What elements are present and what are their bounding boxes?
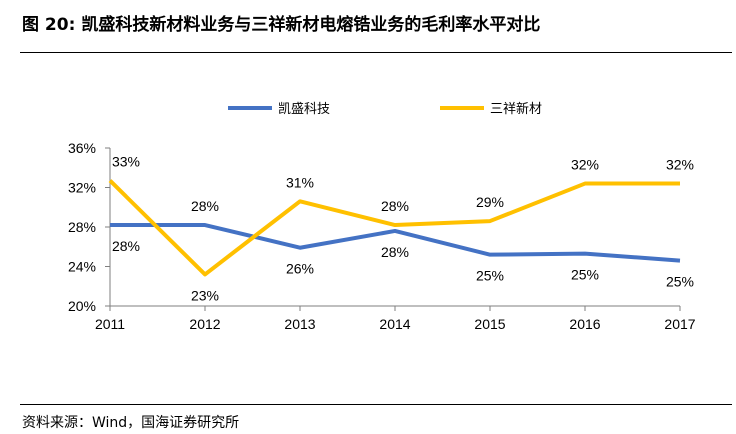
data-label: 33% xyxy=(112,154,140,170)
data-label: 25% xyxy=(571,267,599,283)
data-label: 32% xyxy=(666,157,694,173)
x-tick-label: 2012 xyxy=(189,316,220,332)
legend-label: 三祥新材 xyxy=(490,101,542,117)
data-label: 28% xyxy=(112,238,140,254)
series-line-2 xyxy=(108,179,680,277)
figure-title-text: 凯盛科技新材料业务与三祥新材电熔锆业务的毛利率水平对比 xyxy=(81,15,541,35)
figure-number: 图 20: xyxy=(22,15,76,35)
x-tick-label: 2013 xyxy=(284,316,315,332)
data-label: 26% xyxy=(286,261,314,277)
data-label: 31% xyxy=(286,174,314,190)
data-label: 28% xyxy=(191,198,219,214)
data-label: 32% xyxy=(571,157,599,173)
data-label: 29% xyxy=(476,194,504,210)
series-line-1 xyxy=(110,223,681,263)
x-tick-label: 2017 xyxy=(664,316,695,332)
y-tick-label: 36% xyxy=(68,140,96,156)
y-tick-label: 20% xyxy=(68,298,96,314)
y-tick-label: 28% xyxy=(68,219,96,235)
y-tick-label: 32% xyxy=(68,180,96,196)
figure-title: 图 20: 凯盛科技新材料业务与三祥新材电熔锆业务的毛利率水平对比 xyxy=(22,10,540,35)
data-label: 25% xyxy=(666,274,694,290)
source-note: 资料来源：Wind，国海证券研究所 xyxy=(22,415,240,431)
source-rule xyxy=(20,404,732,405)
x-tick-label: 2016 xyxy=(569,316,600,332)
legend-label: 凯盛科技 xyxy=(278,102,330,117)
y-tick-label: 24% xyxy=(68,259,96,275)
x-tick-label: 2014 xyxy=(379,316,410,332)
data-label: 28% xyxy=(381,244,409,260)
x-tick-label: 2015 xyxy=(474,316,505,332)
data-label: 28% xyxy=(381,198,409,214)
x-tick-label: 2011 xyxy=(95,316,125,332)
data-label: 23% xyxy=(191,287,219,303)
title-rule xyxy=(20,52,732,53)
data-label: 25% xyxy=(476,268,504,284)
